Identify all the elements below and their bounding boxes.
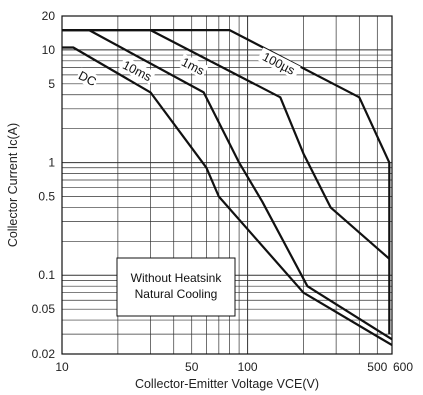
- grid: [62, 16, 392, 354]
- curve-label: DC: [76, 68, 98, 89]
- y-tick-label: 10: [42, 43, 56, 57]
- y-axis-ticks: 20 10 5 1 0.5 0.1 0.05 0.02: [32, 9, 56, 361]
- curve-100s: [62, 29, 391, 335]
- y-tick-label: 1: [48, 156, 55, 170]
- annotation-line-1: Without Heatsink: [131, 271, 223, 285]
- y-tick-label: 5: [48, 77, 55, 91]
- curve-dc: [62, 46, 393, 347]
- x-axis-ticks: 10 50 100 500 600: [55, 360, 413, 374]
- curve-1ms: [62, 29, 391, 260]
- curve-label-background: [256, 47, 301, 80]
- curve-label: 100µs: [260, 50, 297, 78]
- y-tick-label: 0.05: [32, 302, 56, 316]
- plot-frame: [61, 15, 393, 355]
- curves: [62, 29, 393, 347]
- x-tick-label: 10: [55, 360, 69, 374]
- curve-label-background: [118, 56, 156, 85]
- x-tick-label: 600: [393, 360, 413, 374]
- annotation-line-2: Natural Cooling: [135, 287, 218, 301]
- annotation-box: [116, 257, 236, 317]
- y-tick-label: 0.5: [38, 189, 55, 203]
- curve-label-group: DC: [75, 67, 100, 90]
- x-tick-label: 100: [238, 360, 258, 374]
- y-tick-label: 20: [42, 9, 56, 23]
- curve-label-background: [75, 67, 100, 90]
- y-tick-label: 0.02: [32, 347, 56, 361]
- x-tick-label: 500: [367, 360, 387, 374]
- curve-label-background: [177, 53, 209, 79]
- y-axis-label: Collector Current Ic(A): [6, 123, 20, 247]
- conditions-annotation: Without Heatsink Natural Cooling: [116, 257, 236, 317]
- y-tick-label: 0.1: [38, 268, 55, 282]
- x-tick-label: 50: [185, 360, 199, 374]
- x-axis-label: Collector-Emitter Voltage VCE(V): [135, 377, 319, 391]
